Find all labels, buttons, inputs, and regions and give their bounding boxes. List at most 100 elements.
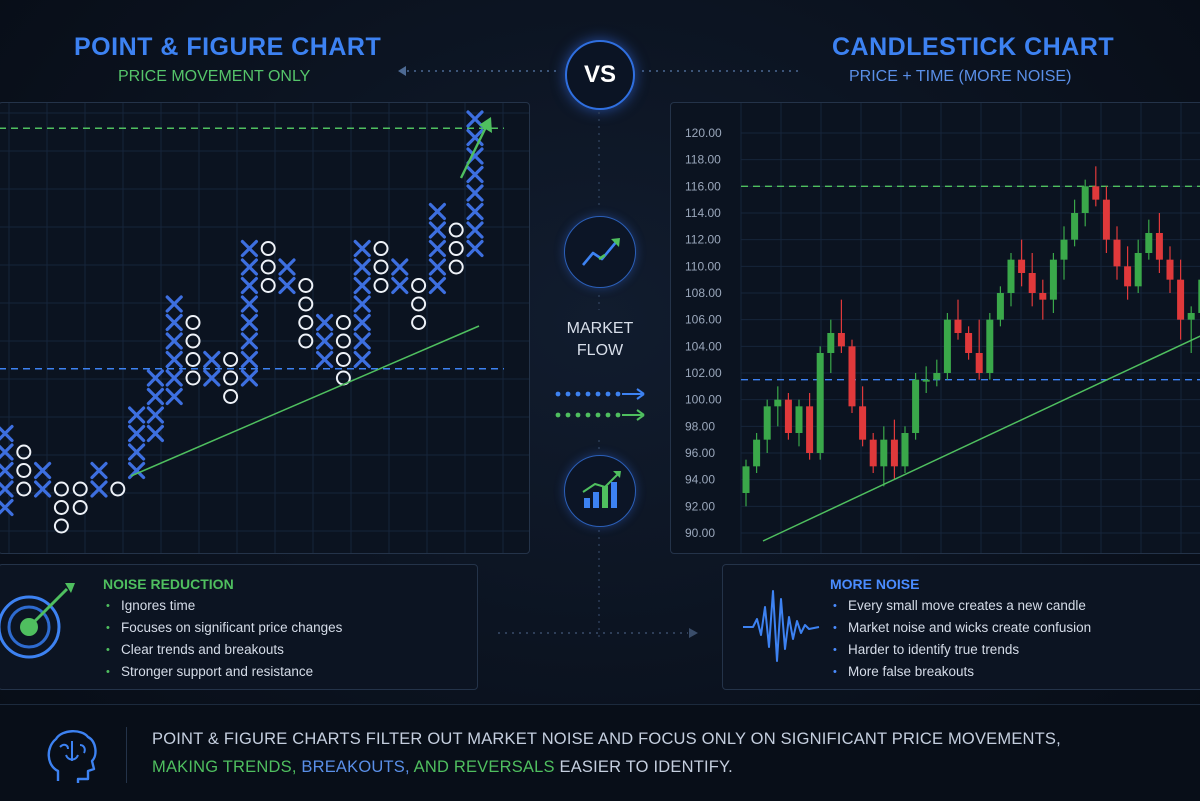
candle-body [1188, 313, 1195, 320]
pf-x-mark [148, 371, 162, 385]
pf-o-mark [412, 279, 425, 292]
footer-trends: MAKING TRENDS, [152, 758, 301, 776]
pf-x-mark [0, 482, 12, 496]
pf-x-mark [280, 260, 294, 274]
candle [891, 420, 898, 480]
candle [1039, 280, 1046, 320]
footer-banner: POINT & FIGURE CHARTS FILTER OUT MARKET … [0, 704, 1200, 801]
candle-body [1124, 266, 1131, 286]
candle-body [1103, 200, 1110, 240]
list-item: Every small move creates a new candle [830, 595, 1091, 617]
pf-chart-panel [0, 102, 530, 554]
candle-body [1145, 233, 1152, 253]
list-item: Harder to identify true trends [830, 639, 1091, 661]
pf-o-mark [337, 316, 350, 329]
candle-body [764, 406, 771, 439]
y-tick-label: 116.00 [685, 179, 721, 193]
candle [1018, 240, 1025, 287]
candle [753, 433, 760, 473]
pf-x-mark [355, 279, 369, 293]
candle [1114, 226, 1121, 279]
candle-body [912, 380, 919, 433]
candle [944, 313, 951, 380]
candle-body [902, 433, 909, 466]
candle-body [986, 320, 993, 373]
market-flow-label: MARKET FLOW [550, 318, 650, 362]
market-flow-line2: FLOW [550, 340, 650, 362]
candle [817, 346, 824, 459]
pf-o-mark [450, 261, 463, 274]
candle-body [753, 440, 760, 467]
candle-body [997, 293, 1004, 320]
y-tick-label: 100.00 [685, 393, 722, 407]
pf-x-mark [148, 390, 162, 404]
y-tick-label: 96.00 [685, 446, 715, 460]
trend-up-icon [565, 217, 635, 287]
list-item: Ignores time [103, 595, 342, 617]
pf-o-mark [337, 353, 350, 366]
more-noise-box: MORE NOISE Every small move creates a ne… [722, 564, 1200, 690]
y-tick-label: 102.00 [685, 366, 722, 380]
candle-body [806, 406, 813, 453]
pf-x-mark [167, 297, 181, 311]
pf-x-mark [280, 279, 294, 293]
candle [1103, 186, 1110, 253]
more-noise-title: MORE NOISE [830, 576, 919, 592]
cs-y-axis: 120.00118.00116.00114.00112.00110.00108.… [685, 126, 722, 540]
candle [838, 300, 845, 353]
noise-reduction-title: NOISE REDUCTION [103, 576, 234, 592]
candle-body [796, 406, 803, 433]
pf-x-mark [468, 242, 482, 256]
footer-line-1: POINT & FIGURE CHARTS FILTER OUT MARKET … [152, 730, 1061, 749]
y-tick-label: 114.00 [685, 206, 721, 220]
candle [859, 386, 866, 446]
pf-o-mark [224, 372, 237, 385]
footer-reversals: AND REVERSALS [414, 758, 560, 776]
candle [880, 426, 887, 486]
pf-o-mark [412, 316, 425, 329]
pf-x-mark [205, 371, 219, 385]
more-noise-list: Every small move creates a new candle Ma… [830, 595, 1091, 683]
candle [870, 433, 877, 473]
pf-x-mark [355, 353, 369, 367]
candle-body [923, 380, 930, 382]
candle [774, 386, 781, 426]
candle [1124, 246, 1131, 299]
pf-x-mark [130, 445, 144, 459]
pf-x-mark [242, 297, 256, 311]
candle [806, 393, 813, 460]
y-tick-label: 94.00 [685, 473, 715, 487]
pf-x-mark [148, 408, 162, 422]
pf-o-mark [375, 261, 388, 274]
pf-o-mark [55, 483, 68, 496]
list-item: Focuses on significant price changes [103, 617, 342, 639]
y-tick-label: 120.00 [685, 126, 722, 140]
candle-body [944, 320, 951, 373]
cs-candles [743, 166, 1200, 506]
pf-o-mark [187, 316, 200, 329]
candle-body [965, 333, 972, 353]
candle-body [870, 440, 877, 467]
candle [743, 460, 750, 507]
candle-body [1050, 260, 1057, 300]
candle-body [1018, 260, 1025, 273]
candle-body [1177, 280, 1184, 320]
list-item: Market noise and wicks create confusion [830, 617, 1091, 639]
cs-grid [741, 103, 1200, 553]
candle-body [859, 406, 866, 439]
candle-body [849, 346, 856, 406]
footer-divider [126, 727, 127, 783]
bar-chart-icon [565, 456, 635, 526]
pf-o-mark [111, 483, 124, 496]
candle [1008, 253, 1015, 306]
market-flow-line1: MARKET [550, 318, 650, 340]
pf-x-mark [242, 316, 256, 330]
brain-icon [38, 721, 108, 791]
pf-x-mark [92, 482, 106, 496]
candle-body [880, 440, 887, 467]
pf-x-mark [167, 371, 181, 385]
pf-x-mark [130, 427, 144, 441]
pf-x-mark [242, 279, 256, 293]
candle [796, 400, 803, 447]
